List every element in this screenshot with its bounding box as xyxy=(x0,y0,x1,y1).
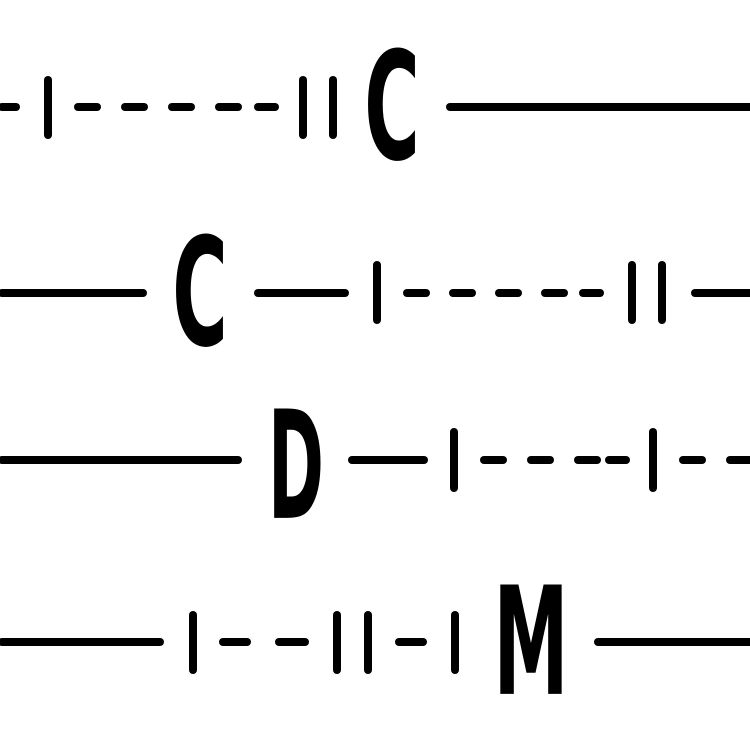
row-4-letter: M xyxy=(493,554,568,729)
row-4-lines xyxy=(0,611,750,674)
row-3-lines xyxy=(0,428,750,492)
row-1-letter: C xyxy=(364,19,419,194)
row-3-letter: D xyxy=(268,379,324,554)
row-2-lines xyxy=(0,261,750,324)
row-1-lines xyxy=(0,76,750,139)
row-2-letter: C xyxy=(172,205,227,380)
